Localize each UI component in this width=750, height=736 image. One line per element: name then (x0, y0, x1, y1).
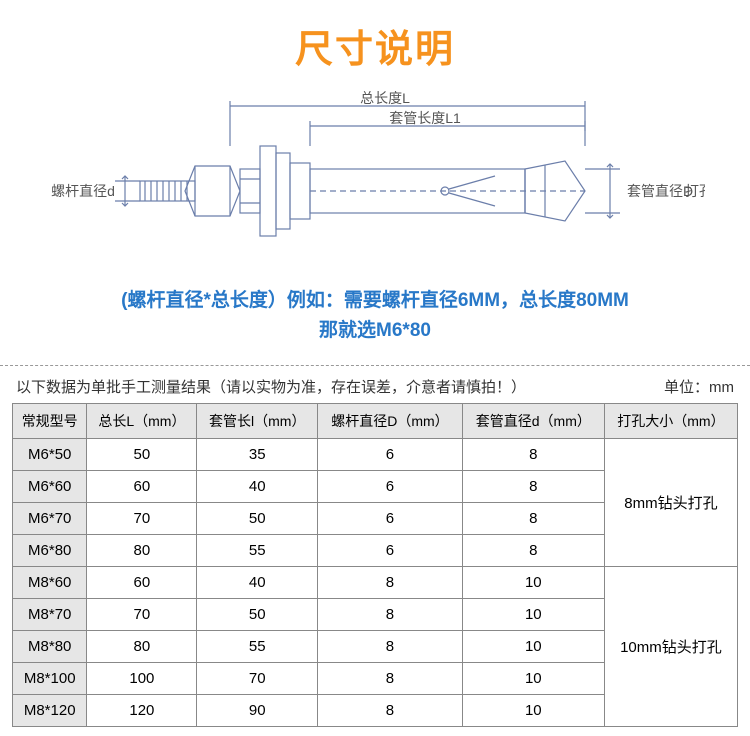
table-cell: 8 (462, 470, 604, 502)
diagram-container: 总长度L 套管长度L1 螺杆直径d 套管直径D 打孔直径 (0, 81, 750, 276)
table-cell: 50 (197, 502, 318, 534)
table-cell: M8*100 (13, 662, 87, 694)
table-cell: 100 (87, 662, 197, 694)
table-cell: M8*120 (13, 694, 87, 726)
table-cell: 10 (462, 630, 604, 662)
table-cell: 70 (87, 502, 197, 534)
table-cell: M6*50 (13, 438, 87, 470)
label-hole-diameter: 打孔直径 (685, 183, 705, 199)
drill-size-cell: 10mm钻头打孔 (604, 566, 737, 726)
table-header: 螺杆直径D（mm） (318, 403, 463, 438)
table-cell: 8 (318, 598, 463, 630)
size-table: 常规型号总长L（mm）套管长l（mm）螺杆直径D（mm）套管直径d（mm）打孔大… (12, 403, 738, 727)
table-cell: 10 (462, 566, 604, 598)
table-header: 总长L（mm） (87, 403, 197, 438)
bolt-diagram: 总长度L 套管长度L1 螺杆直径d 套管直径D 打孔直径 (45, 91, 705, 271)
table-row: M6*505035688mm钻头打孔 (13, 438, 738, 470)
label-sleeve-length: 套管长度L1 (389, 110, 461, 126)
table-cell: M6*70 (13, 502, 87, 534)
table-cell: 40 (197, 566, 318, 598)
label-sleeve-diameter: 套管直径D (627, 183, 693, 199)
table-cell: 10 (462, 694, 604, 726)
table-header: 常规型号 (13, 403, 87, 438)
table-cell: 8 (318, 662, 463, 694)
table-cell: 50 (87, 438, 197, 470)
table-cell: 60 (87, 470, 197, 502)
table-cell: 8 (462, 502, 604, 534)
note-text: 以下数据为单批手工测量结果（请以实物为准，存在误差，介意者请慎拍！） (16, 376, 526, 397)
table-cell: 120 (87, 694, 197, 726)
table-cell: 40 (197, 470, 318, 502)
table-cell: 90 (197, 694, 318, 726)
table-cell: 70 (197, 662, 318, 694)
table-cell: 8 (462, 534, 604, 566)
label-total-length: 总长度L (360, 91, 410, 106)
example-line2: 那就选M6*80 (20, 316, 730, 346)
table-cell: 8 (318, 566, 463, 598)
drill-size-cell: 8mm钻头打孔 (604, 438, 737, 566)
table-cell: M8*70 (13, 598, 87, 630)
table-cell: 35 (197, 438, 318, 470)
example-line1: (螺杆直径*总长度）例如：需要螺杆直径6MM，总长度80MM (20, 286, 730, 316)
table-cell: 6 (318, 534, 463, 566)
table-cell: 10 (462, 598, 604, 630)
table-cell: 80 (87, 534, 197, 566)
table-cell: 55 (197, 630, 318, 662)
table-row: M8*60604081010mm钻头打孔 (13, 566, 738, 598)
table-cell: 80 (87, 630, 197, 662)
table-cell: 60 (87, 566, 197, 598)
table-cell: M6*80 (13, 534, 87, 566)
table-cell: 10 (462, 662, 604, 694)
table-header: 套管直径d（mm） (462, 403, 604, 438)
unit-text: 单位：mm (664, 376, 734, 397)
table-cell: M6*60 (13, 470, 87, 502)
example-text: (螺杆直径*总长度）例如：需要螺杆直径6MM，总长度80MM 那就选M6*80 (0, 276, 750, 365)
table-cell: 6 (318, 438, 463, 470)
table-cell: 8 (462, 438, 604, 470)
table-cell: 55 (197, 534, 318, 566)
table-header: 打孔大小（mm） (604, 403, 737, 438)
table-cell: 50 (197, 598, 318, 630)
page-title: 尺寸说明 (0, 0, 750, 81)
table-cell: 6 (318, 502, 463, 534)
table-cell: 70 (87, 598, 197, 630)
note-row: 以下数据为单批手工测量结果（请以实物为准，存在误差，介意者请慎拍！） 单位：mm (0, 366, 750, 403)
table-cell: 6 (318, 470, 463, 502)
table-header: 套管长l（mm） (197, 403, 318, 438)
label-rod-diameter: 螺杆直径d (51, 183, 115, 199)
table-cell: 8 (318, 630, 463, 662)
table-cell: M8*80 (13, 630, 87, 662)
table-cell: 8 (318, 694, 463, 726)
table-cell: M8*60 (13, 566, 87, 598)
